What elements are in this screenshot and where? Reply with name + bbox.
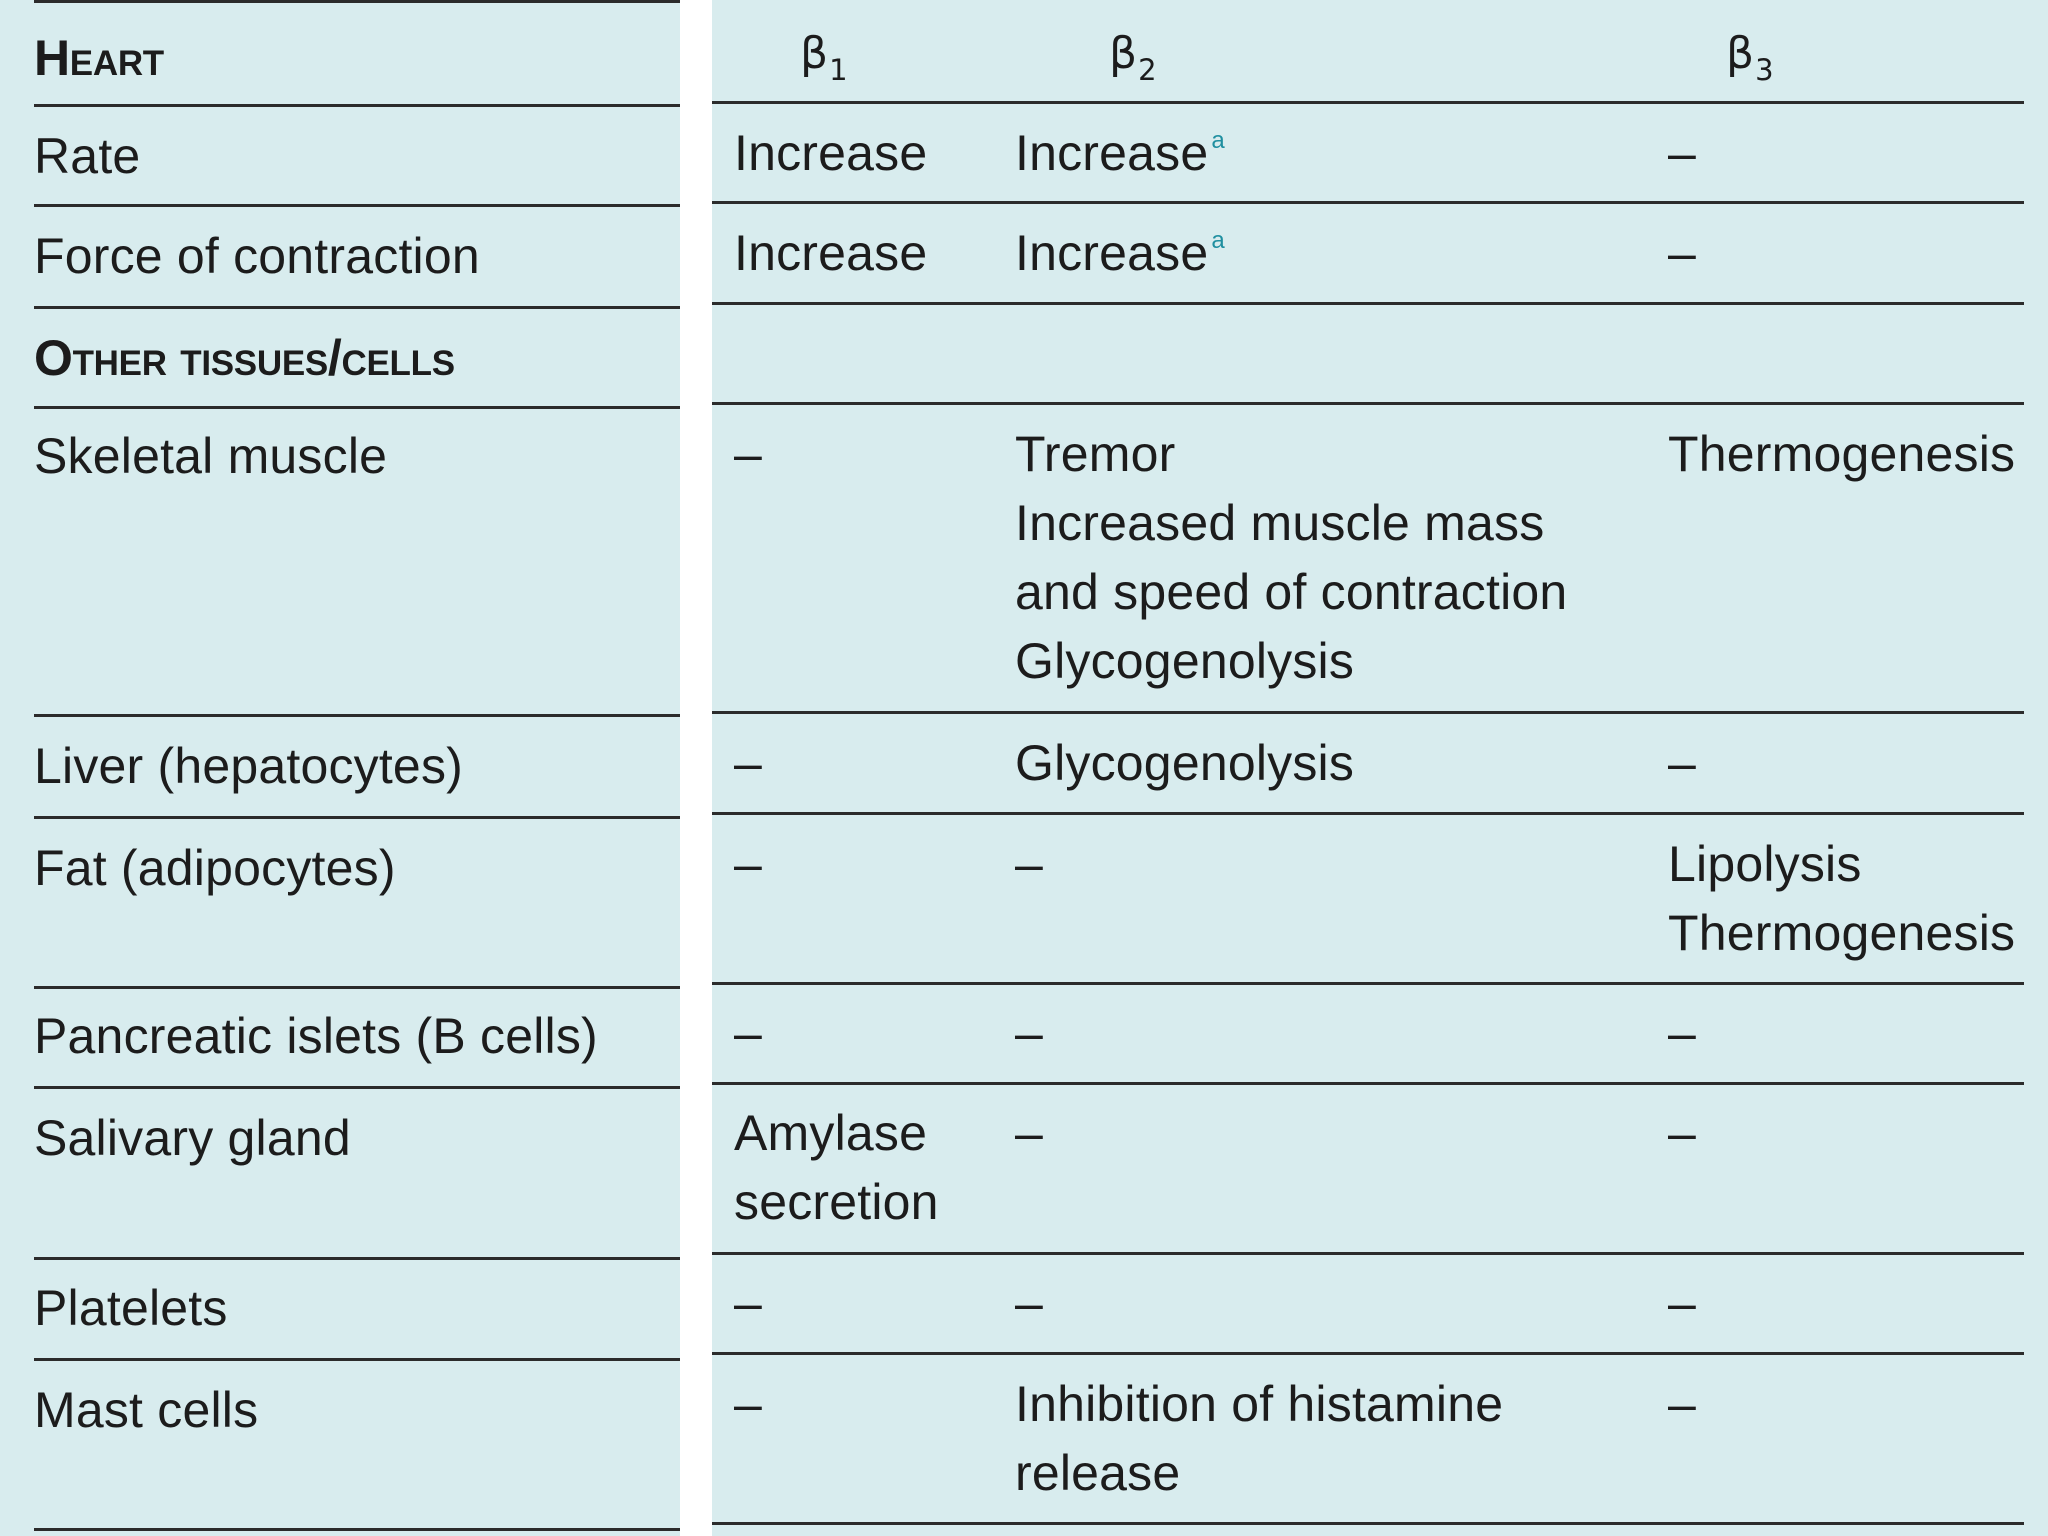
cell-mast-beta2-line2: release (1015, 1445, 1181, 1501)
cell-fat-beta2: – (1015, 836, 1044, 892)
cell-force-beta2: Increase a (1015, 219, 1225, 297)
column-header-beta1: β1 (800, 24, 848, 88)
row-divider (34, 306, 680, 309)
row-divider (34, 1528, 680, 1531)
beta-subscript: 3 (1755, 53, 1774, 87)
row-divider (712, 1352, 2024, 1355)
row-divider (712, 402, 2024, 405)
cell-salivary-beta2: – (1015, 1105, 1044, 1161)
row-divider (712, 711, 2024, 714)
cell-skeletal-beta2-line4: Glycogenolysis (1015, 633, 1355, 689)
beta-subscript: 2 (1138, 53, 1157, 87)
row-label-fat: Fat (adipocytes) (34, 840, 396, 896)
column-header-beta2: β2 (1109, 24, 1157, 88)
cell-pancreas-beta1: – (734, 1005, 763, 1061)
cell-pancreas-beta3: – (1668, 1005, 1697, 1061)
cell-rate-beta1: Increase (734, 125, 928, 181)
row-divider (712, 1082, 2024, 1085)
row-label-platelets: Platelets (34, 1280, 228, 1336)
cell-fat-beta1: – (734, 836, 763, 892)
cell-mast-beta3: – (1668, 1376, 1697, 1432)
cell-salivary-beta3: – (1668, 1105, 1697, 1161)
cell-rate-beta3: – (1668, 125, 1697, 181)
beta-symbol: β (1109, 28, 1138, 79)
cell-mast-beta1: – (734, 1376, 763, 1432)
row-divider (34, 714, 680, 717)
row-divider (34, 104, 680, 107)
row-divider (34, 204, 680, 207)
cell-skeletal-beta2-line3: and speed of contraction (1015, 564, 1568, 620)
cell-text: Increase (1015, 125, 1209, 181)
row-divider (712, 101, 2024, 104)
row-divider (34, 1086, 680, 1089)
row-label-rate: Rate (34, 128, 141, 184)
cell-fat-beta3-line2: Thermogenesis (1668, 905, 2016, 961)
row-divider (34, 0, 680, 3)
row-divider (34, 816, 680, 819)
cell-salivary-beta1-line1: Amylase (734, 1105, 928, 1161)
cell-mast-beta2-line1: Inhibition of histamine (1015, 1376, 1504, 1432)
row-divider (712, 302, 2024, 305)
beta-symbol: β (1726, 28, 1755, 79)
beta-subscript: 1 (829, 53, 848, 87)
row-label-force: Force of contraction (34, 228, 480, 284)
cell-rate-beta2: Increase a (1015, 119, 1225, 197)
cell-liver-beta2: Glycogenolysis (1015, 735, 1355, 791)
cell-platelets-beta2: – (1015, 1275, 1044, 1331)
cell-liver-beta1: – (734, 735, 763, 791)
cell-skeletal-beta1: – (734, 426, 763, 482)
receptor-effects-panel: β1 β2 β3 Increase Increase a – Increase I… (712, 0, 2048, 1536)
row-label-mast: Mast cells (34, 1382, 259, 1438)
cell-pancreas-beta2: – (1015, 1005, 1044, 1061)
row-divider (34, 1257, 680, 1260)
row-divider (34, 986, 680, 989)
row-divider (34, 1358, 680, 1361)
cell-force-beta3: – (1668, 225, 1697, 281)
row-divider (712, 1522, 2024, 1525)
row-divider (712, 982, 2024, 985)
row-divider (712, 1252, 2024, 1255)
row-divider (34, 406, 680, 409)
cell-salivary-beta1-line2: secretion (734, 1174, 939, 1230)
section-heading-other: Other tissues/cells (34, 330, 455, 386)
footnote-marker: a (1211, 127, 1225, 154)
row-label-skeletal: Skeletal muscle (34, 428, 388, 484)
cell-text: Increase (1015, 225, 1209, 281)
cell-liver-beta3: – (1668, 735, 1697, 791)
cell-fat-beta3-line1: Lipolysis (1668, 836, 1862, 892)
cell-skeletal-beta2-line1: Tremor (1015, 426, 1176, 482)
row-label-salivary: Salivary gland (34, 1110, 351, 1166)
column-header-beta3: β3 (1726, 24, 1774, 88)
row-label-liver: Liver (hepatocytes) (34, 738, 463, 794)
beta-symbol: β (800, 28, 829, 79)
cell-skeletal-beta2-line2: Increased muscle mass (1015, 495, 1545, 551)
row-divider (712, 201, 2024, 204)
cell-force-beta1: Increase (734, 225, 928, 281)
cell-platelets-beta1: – (734, 1275, 763, 1331)
cell-platelets-beta3: – (1668, 1275, 1697, 1331)
row-divider (712, 812, 2024, 815)
row-label-pancreas: Pancreatic islets (B cells) (34, 1008, 598, 1064)
cell-skeletal-beta3: Thermogenesis (1668, 426, 2016, 482)
section-heading-heart: Heart (34, 30, 164, 86)
footnote-marker: a (1211, 227, 1225, 254)
row-label-panel: Heart Rate Force of contraction Other ti… (0, 0, 680, 1536)
